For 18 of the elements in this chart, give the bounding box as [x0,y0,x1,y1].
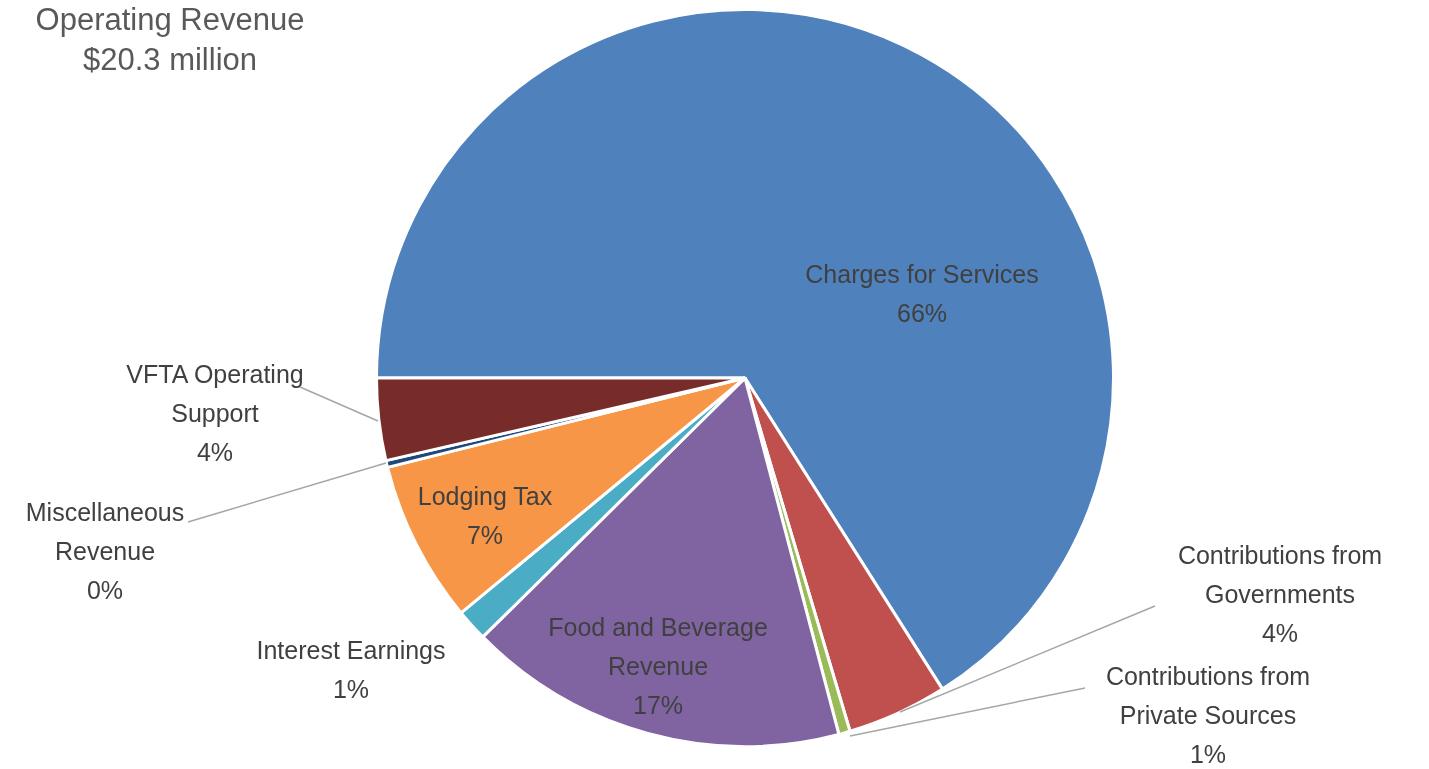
slice-label: Contributions from Private Sources [1105,661,1311,729]
text: $20.3 million [81,41,258,79]
slice-label: Charges for Services [805,260,1039,289]
data-label: 1% [332,675,370,704]
data-label: 0% [86,575,124,604]
slice-label: Lodging Tax [417,482,553,511]
data-label: 17% [632,690,684,719]
slice-label: Interest Earnings [256,636,446,665]
data-label: 7% [466,521,504,550]
data-label: 66% [896,299,948,328]
data-label: 4% [1261,618,1299,647]
slice-label: Miscellaneous Revenue [25,497,185,565]
slice-label: VFTA Operating Support [126,359,304,427]
slice-label: Contributions from Governments [1177,540,1383,608]
chart-title: Operating Revenue [34,1,306,39]
data-label: 1% [1189,739,1227,768]
slice-label: Food and Beverage Revenue [548,612,768,680]
data-label: 4% [196,437,234,466]
